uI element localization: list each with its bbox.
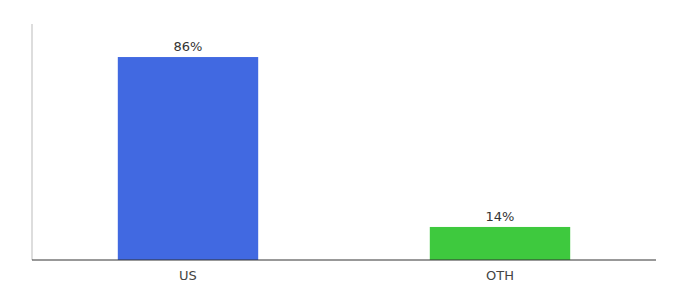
axes: US OTH [32,24,656,283]
chart-container: US OTH 86% 14% [0,0,680,300]
x-axis-line [32,260,656,261]
data-labels: 86% 14% [174,39,515,224]
bars [118,57,570,260]
bar [430,227,570,260]
data-label: 86% [174,39,203,54]
data-label: 14% [486,209,515,224]
x-tick-label: US [179,268,197,283]
y-axis-line [32,24,33,260]
bar [118,57,258,260]
x-tick-label: OTH [486,268,514,283]
chart: US OTH 86% 14% [0,0,680,300]
